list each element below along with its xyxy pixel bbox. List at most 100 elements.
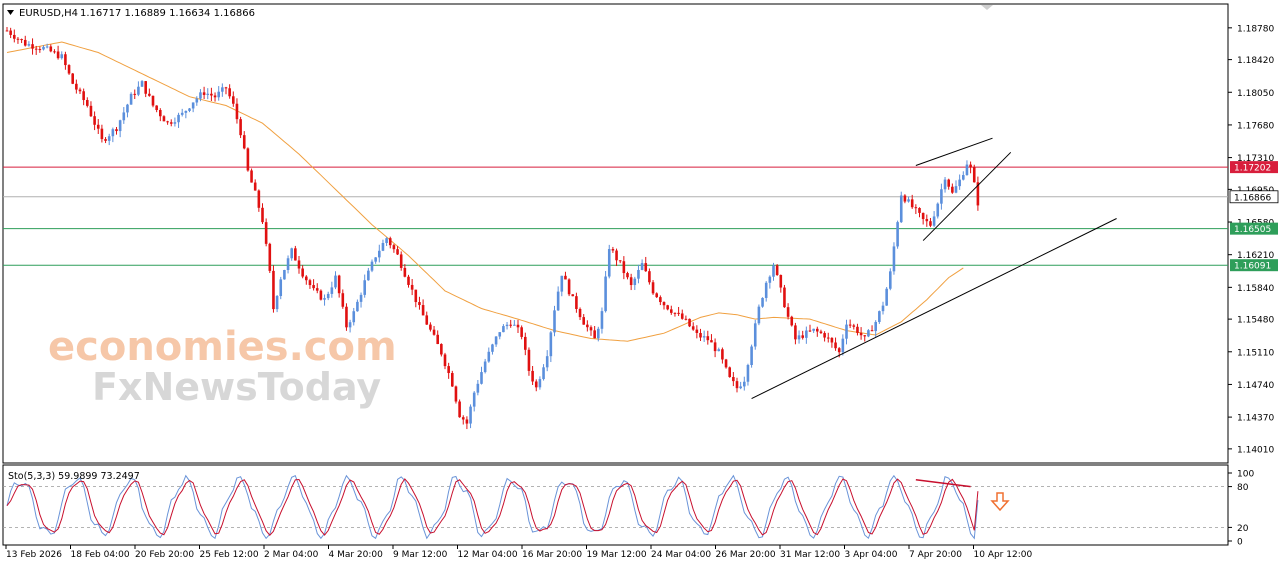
stochastic-label: Sto(5,3,3) 59.9899 73.2497 [8, 471, 140, 482]
candle-body [571, 294, 575, 297]
candle [440, 343, 443, 357]
candle-body [308, 280, 312, 286]
candle [520, 325, 523, 340]
candle-body [969, 164, 972, 168]
candle-body [472, 392, 476, 407]
candle [129, 92, 133, 105]
candle [735, 377, 739, 393]
candle [9, 27, 12, 39]
candle [743, 376, 746, 391]
candle [392, 243, 396, 253]
candle [607, 244, 611, 279]
candle [111, 127, 115, 143]
candle-body [899, 195, 903, 223]
x-tick-label: 13 Feb 2026 [6, 550, 62, 560]
candle-body [396, 249, 399, 255]
candle-body [242, 135, 246, 149]
candle-body [874, 321, 877, 332]
trendlines [751, 137, 1117, 400]
candle-body [378, 250, 381, 258]
candle [228, 84, 231, 99]
candle-body [845, 324, 848, 339]
price-level-tag-label: 1.16091 [1234, 262, 1271, 272]
candle-body [315, 288, 319, 291]
candle-body [173, 122, 177, 124]
candle-body [684, 318, 688, 320]
candle-body [60, 54, 64, 59]
candle [180, 108, 184, 117]
candle [13, 29, 16, 43]
candle-body [885, 288, 888, 306]
candle-body [907, 199, 910, 202]
candle-body [264, 222, 268, 244]
chart-symbol: EURUSD,H4 [19, 8, 78, 19]
candle [706, 330, 710, 345]
candle [491, 343, 494, 355]
candle [724, 358, 728, 369]
candle-body [651, 282, 655, 294]
candle-body [542, 367, 545, 380]
candle [797, 330, 801, 344]
candle [272, 265, 275, 313]
candle [936, 202, 940, 219]
x-tick-label: 24 Mar 04:00 [651, 550, 711, 560]
candle-body [604, 276, 607, 312]
candle [874, 320, 877, 337]
candle-body [954, 186, 958, 193]
candle [717, 347, 721, 352]
candle-body [294, 248, 297, 261]
candle-body [724, 359, 728, 368]
candles [5, 27, 980, 430]
candle [564, 271, 567, 280]
candle [418, 296, 421, 310]
candle-body [476, 383, 480, 393]
x-tick-label: 7 Apr 20:00 [909, 550, 962, 560]
dropdown-triangle-icon[interactable] [7, 10, 14, 15]
candle-body [655, 293, 658, 298]
candle-body [611, 249, 615, 251]
candle-body [290, 248, 293, 259]
candle [144, 80, 147, 98]
candle [896, 220, 899, 249]
candle [845, 319, 848, 345]
candle [560, 275, 564, 297]
y-tick-label: 1.14010 [1237, 445, 1274, 455]
candle-body [575, 296, 578, 309]
candle [31, 38, 34, 55]
candle [469, 404, 472, 429]
candle-body [213, 95, 217, 98]
candle-body [86, 100, 89, 106]
candle-body [816, 328, 819, 332]
candle [965, 160, 969, 176]
candle-body [976, 182, 980, 206]
candle [16, 36, 20, 44]
candle [972, 164, 976, 183]
candle-body [326, 293, 330, 299]
candle [575, 292, 578, 313]
candle [710, 334, 713, 343]
candle [294, 245, 297, 261]
shift-marker-icon[interactable] [981, 5, 993, 10]
candle-body [239, 119, 242, 136]
candle [626, 271, 629, 280]
candle-body [443, 354, 447, 367]
candle [246, 147, 250, 172]
candle [363, 274, 366, 298]
candle [622, 256, 626, 280]
candle [253, 179, 257, 191]
candle-body [312, 285, 315, 289]
candle [783, 284, 786, 308]
candle [757, 304, 761, 326]
stochastic-tick-label: 0 [1237, 538, 1243, 548]
candle [396, 246, 399, 256]
candle-body [399, 254, 403, 268]
y-tick-label: 1.16210 [1237, 251, 1274, 261]
candle-body [582, 317, 585, 325]
candle [221, 83, 224, 97]
candle-body [534, 381, 538, 388]
candle-body [363, 280, 366, 295]
candle [553, 305, 556, 337]
candle [367, 267, 370, 281]
candle-body [951, 186, 954, 193]
